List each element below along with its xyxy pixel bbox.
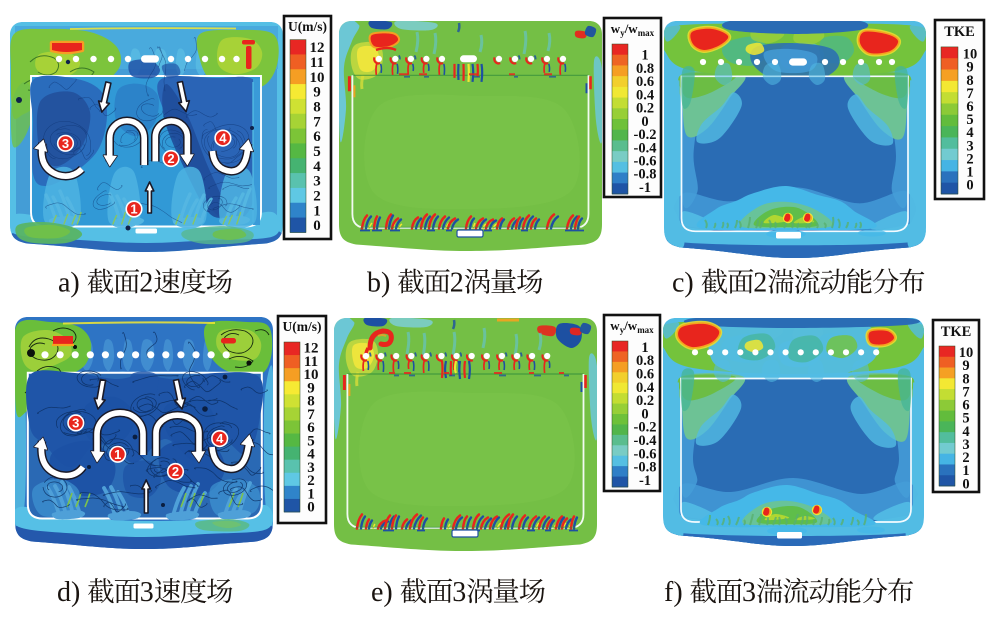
svg-text:10: 10 — [959, 345, 974, 361]
svg-text:10: 10 — [310, 70, 325, 86]
svg-text:1: 1 — [966, 165, 973, 181]
svg-text:0.6: 0.6 — [636, 367, 654, 383]
svg-text:-0.8: -0.8 — [634, 167, 657, 183]
svg-text:8: 8 — [307, 394, 315, 410]
svg-text:7: 7 — [962, 385, 969, 401]
svg-text:2: 2 — [167, 151, 174, 166]
svg-text:4: 4 — [962, 424, 969, 440]
svg-text:3: 3 — [962, 437, 969, 453]
svg-text:1: 1 — [641, 48, 648, 64]
svg-text:3: 3 — [313, 174, 321, 190]
svg-text:4: 4 — [307, 447, 315, 463]
svg-text:0.6: 0.6 — [636, 74, 654, 90]
svg-text:9: 9 — [307, 380, 315, 396]
svg-text:4: 4 — [216, 431, 224, 446]
svg-text:3: 3 — [62, 136, 69, 151]
svg-text:b): b) — [367, 268, 390, 299]
svg-text:0.8: 0.8 — [636, 353, 654, 369]
svg-text:3: 3 — [452, 577, 466, 608]
svg-text:-0.8: -0.8 — [634, 460, 657, 476]
svg-text:5: 5 — [307, 433, 315, 449]
svg-text:9: 9 — [313, 85, 321, 101]
svg-text:3: 3 — [72, 416, 79, 431]
svg-text:5: 5 — [966, 112, 973, 128]
svg-text:8: 8 — [966, 73, 973, 89]
svg-text:2: 2 — [753, 268, 767, 299]
svg-text:7: 7 — [313, 114, 321, 130]
svg-text:d): d) — [57, 577, 80, 608]
svg-text:0: 0 — [641, 114, 648, 130]
svg-text:2: 2 — [172, 464, 179, 479]
svg-text:-0.2: -0.2 — [634, 127, 657, 143]
svg-text:0: 0 — [641, 406, 648, 422]
svg-text:5: 5 — [962, 411, 969, 427]
svg-text:-1: -1 — [639, 473, 651, 489]
svg-text:U(m/s): U(m/s) — [283, 319, 322, 334]
svg-text:-0.6: -0.6 — [634, 446, 657, 462]
svg-text:5: 5 — [313, 144, 321, 160]
svg-text:12: 12 — [310, 40, 325, 56]
svg-text:2: 2 — [966, 151, 973, 167]
svg-text:0: 0 — [307, 500, 315, 516]
svg-text:2: 2 — [313, 188, 321, 204]
svg-text:0: 0 — [966, 178, 973, 194]
svg-text:TKE: TKE — [944, 24, 975, 40]
svg-text:2: 2 — [962, 450, 969, 466]
svg-text:1: 1 — [962, 463, 969, 479]
svg-text:1: 1 — [130, 202, 137, 217]
svg-text:0.4: 0.4 — [636, 380, 654, 396]
svg-text:-0.4: -0.4 — [634, 433, 657, 449]
svg-text:6: 6 — [313, 129, 321, 145]
svg-text:a): a) — [58, 268, 80, 299]
svg-text:3: 3 — [307, 460, 315, 476]
svg-text:0: 0 — [313, 218, 321, 234]
svg-text:2: 2 — [450, 268, 464, 299]
svg-text:-0.6: -0.6 — [634, 154, 657, 170]
svg-text:6: 6 — [966, 99, 973, 115]
svg-text:7: 7 — [966, 86, 973, 102]
svg-text:c): c) — [672, 268, 694, 299]
svg-text:8: 8 — [962, 371, 969, 387]
svg-text:0.2: 0.2 — [636, 393, 654, 409]
svg-text:3: 3 — [140, 577, 154, 608]
svg-text:0.8: 0.8 — [636, 61, 654, 77]
svg-text:-1: -1 — [639, 180, 651, 196]
svg-text:10: 10 — [304, 367, 319, 383]
svg-text:0: 0 — [962, 476, 969, 492]
svg-text:6: 6 — [962, 398, 969, 414]
svg-text:3: 3 — [742, 577, 756, 608]
svg-text:2: 2 — [307, 473, 315, 489]
svg-text:4: 4 — [219, 131, 227, 146]
svg-text:TKE: TKE — [941, 324, 972, 340]
svg-text:2: 2 — [139, 268, 153, 299]
svg-text:-0.4: -0.4 — [634, 140, 657, 156]
svg-text:10: 10 — [963, 47, 978, 63]
svg-text:1: 1 — [313, 203, 321, 219]
svg-text:9: 9 — [962, 358, 969, 374]
svg-text:U(m/s): U(m/s) — [288, 19, 327, 34]
svg-text:1: 1 — [307, 486, 315, 502]
svg-text:0.4: 0.4 — [636, 87, 654, 103]
svg-text:4: 4 — [966, 125, 973, 141]
svg-text:0.2: 0.2 — [636, 101, 654, 117]
svg-text:-0.2: -0.2 — [634, 420, 657, 436]
svg-text:11: 11 — [310, 55, 324, 71]
svg-text:e): e) — [371, 577, 393, 608]
svg-text:7: 7 — [307, 407, 315, 423]
svg-text:6: 6 — [307, 420, 315, 436]
svg-text:4: 4 — [313, 159, 321, 175]
svg-text:1: 1 — [641, 340, 648, 356]
svg-text:9: 9 — [966, 60, 973, 76]
svg-text:f): f) — [664, 577, 683, 608]
svg-text:3: 3 — [966, 138, 973, 154]
svg-text:1: 1 — [114, 447, 121, 462]
svg-text:8: 8 — [313, 99, 321, 115]
svg-text:11: 11 — [304, 354, 318, 370]
svg-text:12: 12 — [304, 341, 319, 357]
